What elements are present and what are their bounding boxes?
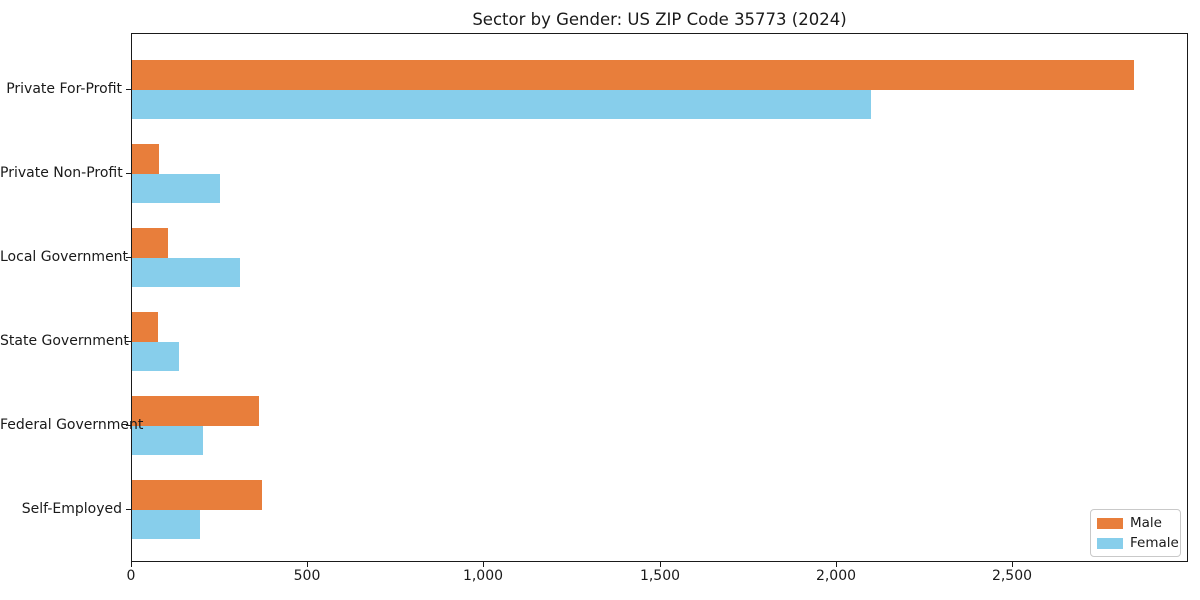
bar-female-3 [132, 258, 240, 287]
x-tick-mark [307, 562, 308, 567]
x-tick-label: 1,500 [639, 568, 681, 584]
x-tick-mark [1012, 562, 1013, 567]
bar-female-1 [132, 90, 871, 119]
x-tick-label: 0 [126, 568, 136, 584]
x-tick-mark [836, 562, 837, 567]
x-tick-mark [131, 562, 132, 567]
y-tick-mark [126, 425, 131, 426]
bar-male-3 [132, 228, 168, 258]
female-swatch-icon [1097, 537, 1123, 549]
x-tick-label: 500 [293, 568, 321, 584]
legend-entry-female: Female [1097, 535, 1179, 551]
y-tick-mark [126, 89, 131, 90]
plot-area [131, 33, 1188, 562]
x-tick-mark [660, 562, 661, 567]
y-tick-mark [126, 257, 131, 258]
bar-male-4 [132, 312, 158, 342]
x-tick-label: 1,000 [462, 568, 504, 584]
bar-male-5 [132, 396, 259, 426]
chart-title: Sector by Gender: US ZIP Code 35773 (202… [472, 10, 847, 29]
x-tick-label: 2,500 [991, 568, 1033, 584]
bar-female-4 [132, 342, 179, 371]
bar-female-6 [132, 510, 200, 539]
male-swatch-icon [1097, 517, 1123, 529]
bar-female-2 [132, 174, 220, 203]
bar-male-2 [132, 144, 159, 174]
legend-label-male: Male [1130, 515, 1162, 531]
x-tick-mark [483, 562, 484, 567]
y-tick-label: Self-Employed [21, 501, 122, 517]
bar-female-5 [132, 426, 203, 455]
y-tick-mark [126, 341, 131, 342]
y-tick-label: Private For-Profit [6, 81, 122, 97]
y-tick-mark [126, 173, 131, 174]
x-tick-label: 2,000 [815, 568, 857, 584]
y-tick-label: Federal Government [0, 417, 144, 433]
legend-entry-male: Male [1097, 515, 1173, 531]
bar-male-6 [132, 480, 262, 510]
y-tick-mark [126, 509, 131, 510]
y-tick-label: State Government [0, 333, 129, 349]
legend-label-female: Female [1130, 535, 1179, 551]
legend: Male Female [1090, 509, 1181, 557]
y-tick-label: Private Non-Profit [0, 165, 123, 181]
y-tick-label: Local Government [0, 249, 129, 265]
bar-male-1 [132, 60, 1134, 90]
